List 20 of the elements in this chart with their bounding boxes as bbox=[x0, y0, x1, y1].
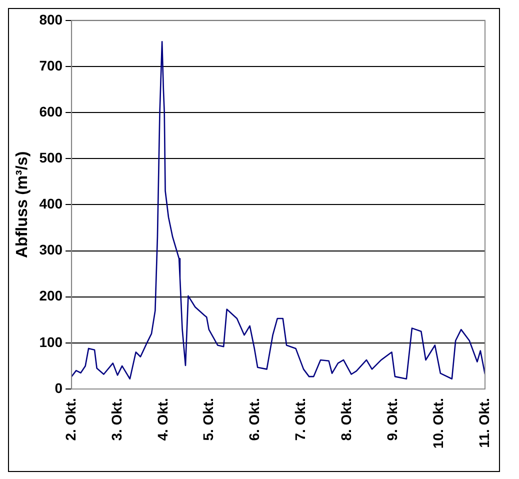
y-tick-label: 300 bbox=[39, 242, 63, 258]
y-tick-label: 400 bbox=[39, 196, 63, 212]
y-tick-label: 700 bbox=[39, 57, 63, 74]
y-tick-label: 200 bbox=[39, 288, 63, 304]
x-tick-label: 5. Okt. bbox=[200, 398, 216, 441]
y-tick-label: 600 bbox=[39, 103, 63, 120]
y-tick-label: 500 bbox=[39, 149, 63, 166]
x-tick-label: 2. Okt. bbox=[62, 398, 78, 441]
x-tick-label: 11. Okt. bbox=[476, 398, 492, 448]
x-tick-label: 8. Okt. bbox=[338, 398, 354, 441]
x-tick-label: 9. Okt. bbox=[384, 398, 400, 441]
y-tick-label: 800 bbox=[39, 11, 63, 28]
x-tick-label: 10. Okt. bbox=[430, 398, 446, 449]
y-axis-title: Abfluss (m³/s) bbox=[14, 151, 32, 258]
y-tick-label: 0 bbox=[54, 380, 63, 396]
x-tick-label: 4. Okt. bbox=[154, 398, 170, 441]
y-tick-label: 100 bbox=[39, 334, 63, 350]
x-tick-label: 3. Okt. bbox=[108, 398, 124, 441]
x-tick-label: 6. Okt. bbox=[246, 398, 262, 441]
x-tick-label: 7. Okt. bbox=[292, 398, 308, 441]
